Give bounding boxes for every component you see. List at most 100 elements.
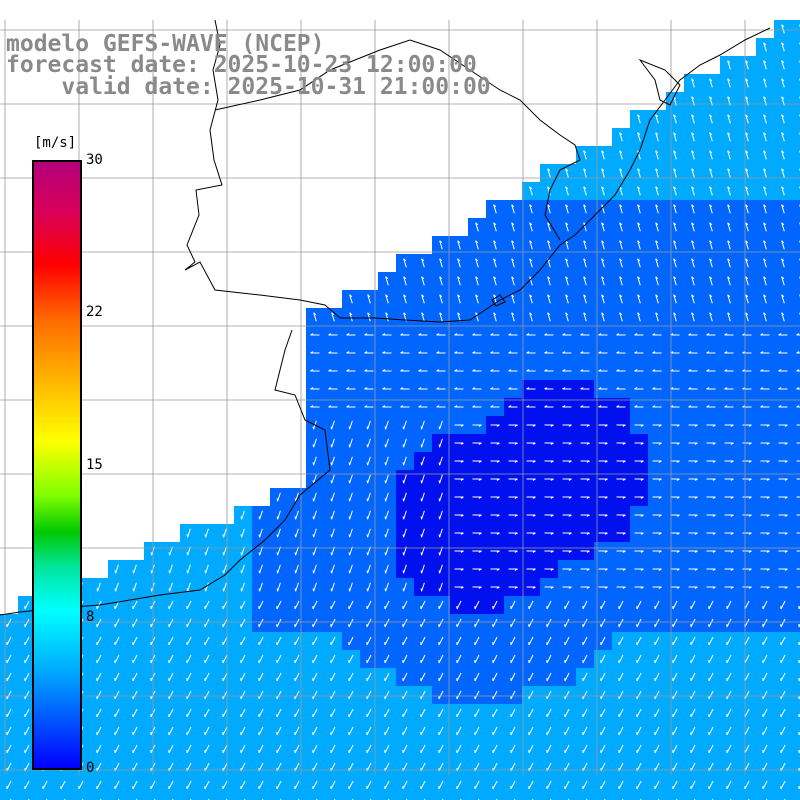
wind-arrow-head (328, 405, 332, 408)
wind-arrow (529, 276, 533, 286)
wind-arrow (420, 690, 426, 700)
field-cell (648, 794, 666, 800)
wind-arrow (726, 636, 732, 646)
wind-arrow (744, 654, 750, 664)
field-cell (144, 794, 162, 800)
wind-arrow-head (796, 351, 800, 354)
wind-arrow-head (382, 369, 386, 372)
wind-arrow-head (420, 552, 423, 556)
wind-arrow (421, 474, 425, 484)
wind-arrow-head (634, 333, 638, 336)
wind-arrow-head (493, 204, 497, 208)
wind-arrow-head (634, 387, 638, 390)
wind-arrow (745, 168, 749, 178)
wind-arrow (294, 618, 300, 628)
wind-arrow (781, 186, 785, 196)
wind-arrow-head (781, 114, 785, 118)
wind-arrow (672, 780, 678, 790)
wind-arrow-head (240, 570, 243, 574)
wind-arrow-head (366, 588, 369, 592)
wind-arrow-head (508, 351, 512, 354)
wind-arrow-head (637, 132, 641, 136)
wind-arrow (456, 654, 462, 664)
wind-arrow-head (496, 514, 500, 517)
wind-arrow (186, 744, 192, 754)
wind-arrow-head (673, 150, 677, 154)
wind-arrow (618, 744, 624, 754)
wind-arrow-head (784, 460, 788, 463)
wind-arrow-head (781, 60, 785, 64)
wind-arrow-head (760, 351, 764, 354)
wind-arrow (582, 636, 588, 646)
wind-arrow-head (763, 42, 767, 46)
wind-arrow-head (457, 240, 461, 244)
wind-arrow-head (544, 387, 548, 390)
wind-arrow-head (168, 570, 171, 574)
wind-arrow-head (328, 333, 332, 336)
wind-arrow-head (634, 369, 638, 372)
wind-arrow (186, 726, 192, 736)
wind-arrow-head (258, 588, 261, 592)
wind-arrow-head (655, 276, 659, 280)
wind-arrow (277, 582, 281, 592)
wind-arrow (780, 708, 786, 718)
wind-arrow (240, 708, 246, 718)
wind-arrow (475, 240, 479, 250)
wind-arrow-head (622, 550, 626, 553)
field-cell (666, 794, 684, 800)
wind-arrow (619, 240, 623, 250)
wind-arrow-head (547, 276, 551, 280)
wind-arrow-head (745, 78, 749, 82)
wind-arrow (402, 654, 408, 664)
wind-arrow (277, 492, 281, 502)
wind-arrow (168, 780, 174, 790)
wind-arrow-head (478, 532, 482, 535)
wind-arrow (762, 726, 768, 736)
wind-arrow-head (508, 387, 512, 390)
wind-arrow (655, 132, 659, 142)
wind-arrow (6, 618, 12, 628)
wind-arrow-head (385, 312, 389, 316)
wind-arrow-head (583, 168, 587, 172)
wind-arrow-head (748, 568, 752, 571)
wind-arrow-head (748, 514, 752, 517)
wind-arrow (781, 60, 785, 70)
wind-arrow (672, 708, 678, 718)
wind-arrow-head (348, 516, 351, 520)
wind-arrow (169, 582, 173, 592)
wind-arrow (456, 636, 462, 646)
wind-arrow (493, 294, 497, 304)
wind-arrow-head (439, 312, 443, 316)
wind-arrow-head (114, 588, 117, 592)
wind-arrow (780, 726, 786, 736)
wind-arrow-head (724, 405, 728, 408)
wind-arrow-head (784, 514, 788, 517)
wind-arrow-head (622, 568, 626, 571)
wind-arrow-head (676, 496, 680, 499)
wind-arrow-head (382, 351, 386, 354)
wind-arrow (618, 636, 624, 646)
wind-arrow (367, 582, 371, 592)
wind-arrow (763, 60, 767, 70)
wind-arrow-head (565, 204, 569, 208)
wind-arrow-head (673, 132, 677, 136)
wind-arrow-head (544, 351, 548, 354)
wind-arrow (6, 654, 12, 664)
wind-arrow-head (529, 240, 533, 244)
wind-arrow (708, 654, 714, 664)
wind-arrow (709, 186, 713, 196)
wind-arrow-head (550, 532, 554, 535)
wind-arrow-head (784, 550, 788, 553)
wind-arrow (132, 708, 138, 718)
wind-arrow (456, 618, 462, 628)
field-cell (702, 794, 720, 800)
wind-arrow (745, 312, 749, 322)
wind-arrow (547, 240, 551, 250)
wind-arrow-head (676, 424, 680, 427)
wind-arrow-head (727, 78, 731, 82)
wind-arrow (420, 744, 426, 754)
wind-arrow-head (586, 532, 590, 535)
wind-arrow-head (763, 186, 767, 190)
wind-arrow (222, 636, 228, 646)
wind-arrow (276, 636, 282, 646)
